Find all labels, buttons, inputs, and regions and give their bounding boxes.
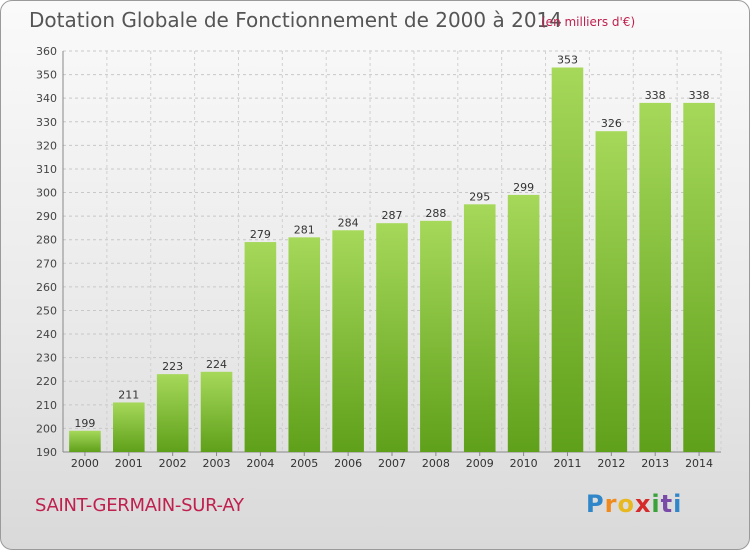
x-tick-label: 2001 — [115, 457, 143, 470]
unit-note: (en milliers d'€) — [541, 15, 636, 29]
y-tick-label: 310 — [36, 163, 57, 176]
value-label: 224 — [206, 358, 227, 371]
x-tick-label: 2007 — [378, 457, 406, 470]
value-label: 279 — [250, 228, 271, 241]
y-tick-label: 300 — [36, 187, 57, 200]
bar-2002 — [156, 374, 189, 452]
bar-2001 — [113, 402, 145, 452]
y-tick-label: 200 — [36, 422, 57, 435]
x-tick-label: 2009 — [466, 457, 494, 470]
x-tick-label: 2004 — [246, 457, 274, 470]
value-label: 284 — [338, 216, 359, 229]
y-tick-label: 190 — [36, 446, 57, 459]
x-tick-label: 2006 — [334, 457, 362, 470]
logo-letter: r — [604, 490, 618, 518]
y-tick-label: 350 — [36, 69, 57, 82]
commune-name: SAINT-GERMAIN-SUR-AY — [35, 495, 244, 516]
bar-2000 — [69, 430, 101, 452]
y-tick-label: 250 — [36, 304, 57, 317]
value-label: 326 — [601, 117, 622, 130]
bar-2003 — [200, 371, 233, 452]
y-tick-label: 280 — [36, 234, 57, 247]
bar-2012 — [595, 131, 628, 452]
value-label: 295 — [469, 190, 490, 203]
bar-2010 — [507, 194, 540, 452]
y-tick-label: 260 — [36, 281, 57, 294]
y-tick-label: 220 — [36, 375, 57, 388]
y-tick-label: 210 — [36, 399, 57, 412]
labels: 190 200 210 220 230 240 250 260 270 280 290 300 310 3… — [36, 45, 713, 470]
x-tick-label: 2013 — [641, 457, 669, 470]
bar-2009 — [463, 204, 496, 452]
value-label: 281 — [294, 223, 315, 236]
value-label: 199 — [74, 417, 95, 430]
proxiti-logo: Proxiti — [586, 490, 682, 518]
logo-letter: i — [673, 490, 683, 518]
logo-letter: i — [651, 490, 661, 518]
y-tick-label: 290 — [36, 210, 57, 223]
bars — [69, 67, 715, 453]
bar-2004 — [244, 242, 277, 452]
bar-2007 — [376, 223, 408, 452]
x-tick-label: 2008 — [422, 457, 450, 470]
y-tick-label: 270 — [36, 257, 57, 270]
y-tick-label: 230 — [36, 352, 57, 365]
bar-2006 — [332, 230, 364, 452]
value-label: 338 — [645, 89, 666, 102]
x-tick-label: 2011 — [553, 457, 581, 470]
value-label: 299 — [513, 181, 534, 194]
x-tick-label: 2012 — [597, 457, 625, 470]
logo-letter: x — [634, 490, 652, 518]
value-label: 287 — [382, 209, 403, 222]
logo-letter: t — [660, 490, 674, 518]
x-tick-label: 2010 — [510, 457, 538, 470]
x-tick-label: 2005 — [290, 457, 318, 470]
logo-letter: o — [617, 490, 635, 518]
value-label: 223 — [162, 360, 183, 373]
value-label: 353 — [557, 54, 578, 67]
x-tick-label: 2014 — [685, 457, 713, 470]
y-tick-label: 330 — [36, 116, 57, 129]
value-label: 288 — [425, 207, 446, 220]
x-tick-label: 2003 — [203, 457, 231, 470]
y-tick-label: 360 — [36, 45, 57, 58]
bar-2013 — [639, 102, 671, 453]
y-tick-label: 240 — [36, 328, 57, 341]
bar-2008 — [420, 220, 452, 452]
bar-2014 — [683, 102, 715, 453]
chart-title: Dotation Globale de Fonctionnement de 20… — [29, 8, 562, 32]
value-label: 338 — [689, 89, 710, 102]
bar-2011 — [551, 67, 584, 452]
value-label: 211 — [118, 388, 139, 401]
x-tick-label: 2002 — [159, 457, 187, 470]
y-tick-label: 340 — [36, 92, 57, 105]
bar-2005 — [288, 237, 321, 452]
x-tick-label: 2000 — [71, 457, 99, 470]
logo-letter: P — [586, 490, 605, 518]
y-tick-label: 320 — [36, 139, 57, 152]
